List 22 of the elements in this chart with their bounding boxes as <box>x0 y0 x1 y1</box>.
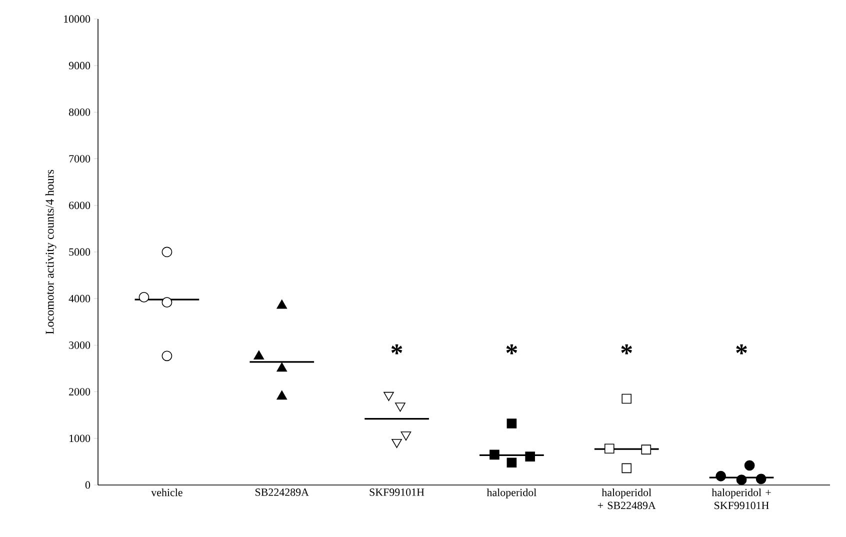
y-axis-title: Locomotor activity counts/4 hours <box>45 170 56 334</box>
y-tick-label: 10000 <box>64 15 90 23</box>
x-tick-label: haloperidol <box>486 488 536 498</box>
y-tick-label: 7000 <box>69 155 90 162</box>
y-tick-label: 1000 <box>70 434 90 442</box>
annotation: * <box>621 344 632 354</box>
x-tick-label: SKF99101H <box>370 488 424 496</box>
y-tick-label: 5000 <box>69 248 90 256</box>
annotation: * <box>736 344 747 354</box>
x-tick-label: haloperidol + SKF99101H <box>712 488 771 510</box>
annotation: * <box>506 344 518 354</box>
x-tick-label: haloperidol + SB22489A <box>598 488 656 510</box>
x-tick-label: vehicle <box>151 488 182 496</box>
y-tick-label: 9000 <box>68 62 90 70</box>
x-tick-label: SB224289A <box>256 488 309 496</box>
y-tick-label: 0 <box>85 481 90 489</box>
y-tick-label: 4000 <box>68 294 90 302</box>
y-tick-label: 2000 <box>69 388 90 396</box>
y-tick-label: 8000 <box>68 108 90 116</box>
y-tick-label: 6000 <box>69 202 90 210</box>
y-tick-label: 3000 <box>69 341 90 349</box>
annotation: * <box>391 344 402 354</box>
